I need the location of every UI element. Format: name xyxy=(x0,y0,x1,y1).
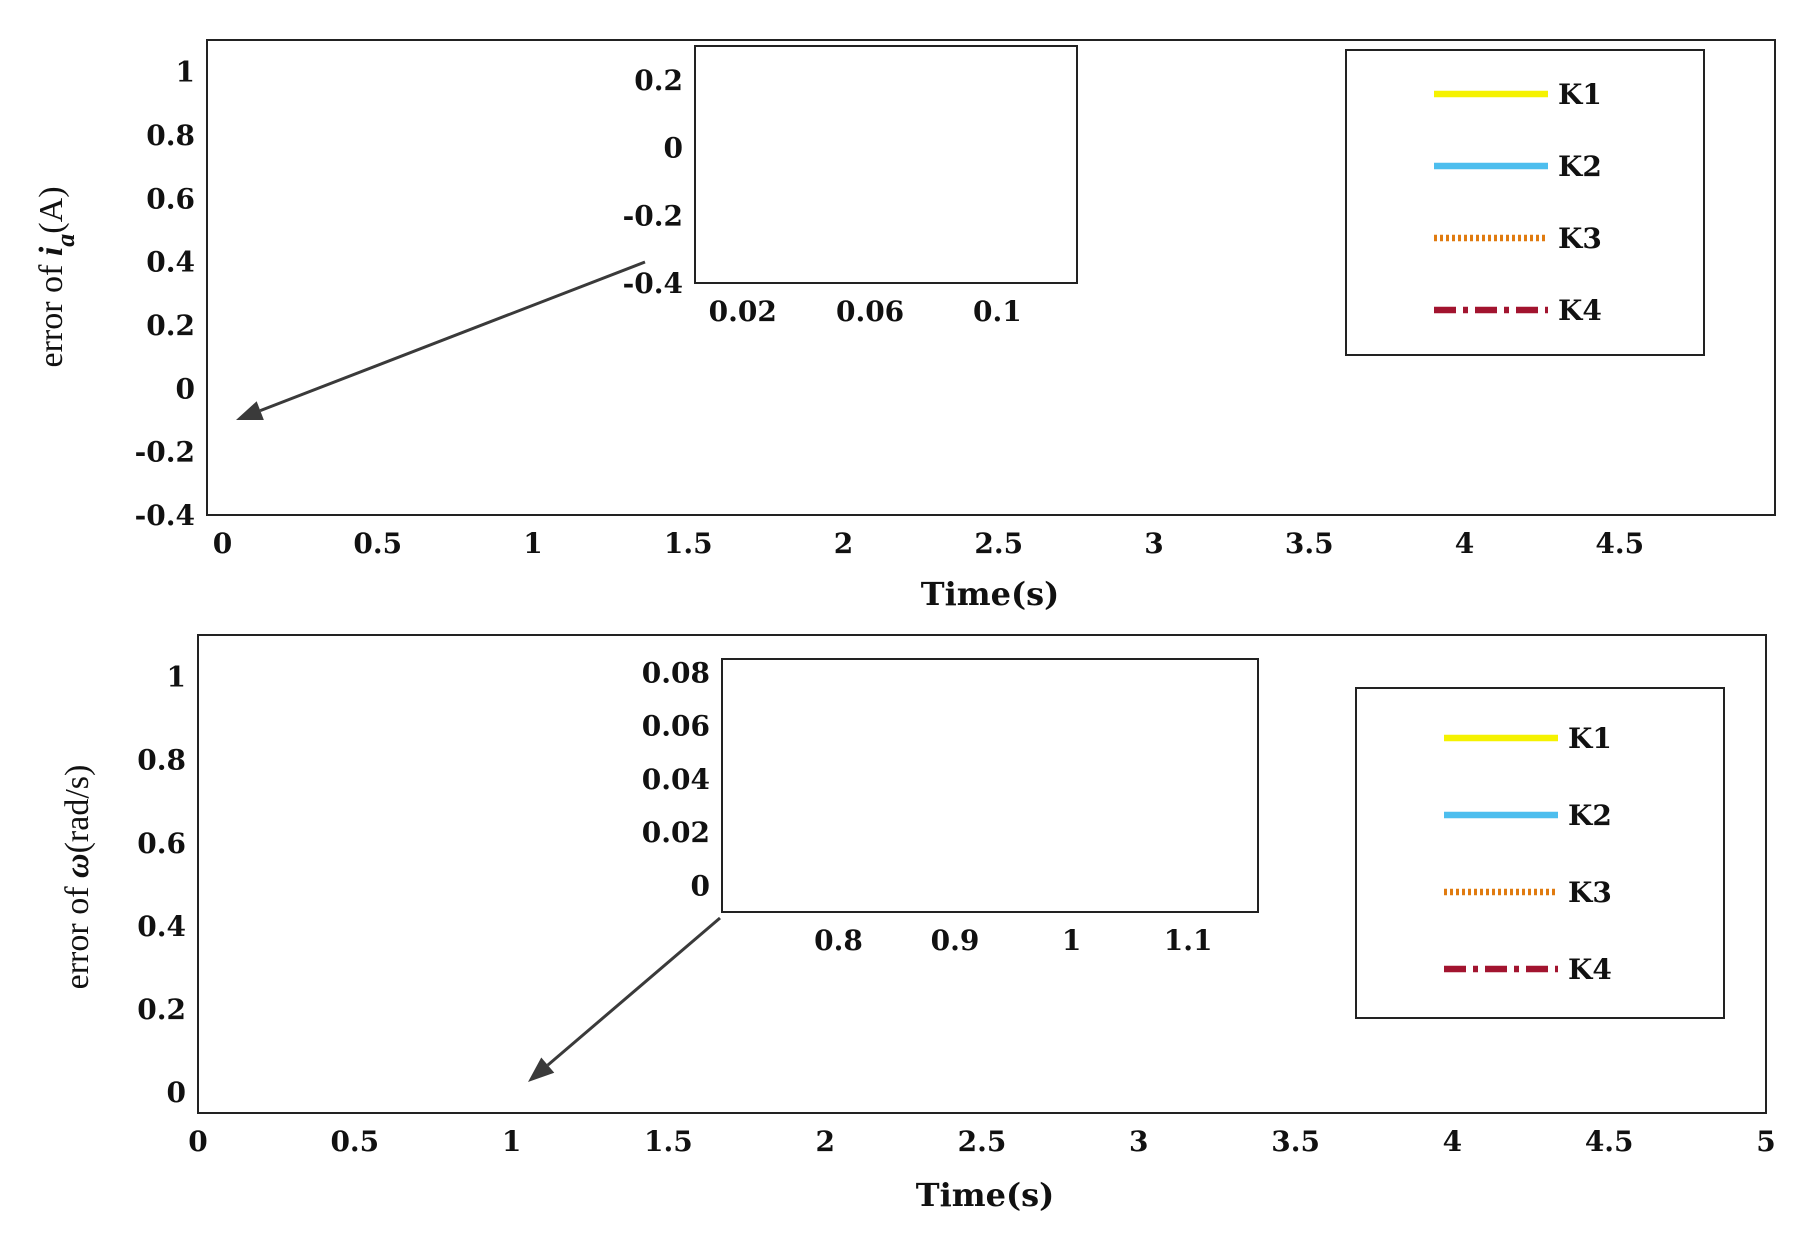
top_inset-frame xyxy=(694,45,1078,284)
bottom-xtick-label-6: 3 xyxy=(1129,1125,1148,1158)
top-y-label-var: i xyxy=(33,246,70,256)
bottom_inset-xtick-label-1: 0.9 xyxy=(931,924,980,957)
chart-layer: 0 0.5 1 1.5 2 2.5 3 3.5 4 4.5 -0.4 -0.2 0 0.2 0.4 0.6 0.… xyxy=(33,39,1776,1214)
top-legend-label-k1: K1 xyxy=(1558,78,1602,111)
top-ytick-label-5: 0.6 xyxy=(146,182,195,215)
top_inset-ytick-label-3: 0.2 xyxy=(634,64,683,97)
bottom-legend-label-k1: K1 xyxy=(1568,722,1612,755)
top-y-axis-label: error of ia(A) xyxy=(33,186,80,367)
bottom_inset-frame xyxy=(721,658,1259,913)
top-ytick-label-4: 0.4 xyxy=(146,246,195,279)
bottom-xtick-label-2: 1 xyxy=(502,1125,521,1158)
top-zoom-arrow-head xyxy=(236,401,264,420)
top-x-axis-label: Time(s) xyxy=(921,575,1059,613)
bottom-zoom-arrow xyxy=(528,916,721,1082)
bottom-legend-label-k2: K2 xyxy=(1568,799,1612,832)
bottom-xtick-label-1: 0.5 xyxy=(330,1125,379,1158)
top-legend-label-k4: K4 xyxy=(1558,294,1602,327)
bottom_inset-ytick-label-1: 0.02 xyxy=(642,816,710,849)
bottom_inset-ytick-label-4: 0.08 xyxy=(642,656,710,689)
top-xtick-label-4: 2 xyxy=(834,527,853,560)
bottom-xtick-label-3: 1.5 xyxy=(644,1125,693,1158)
top_inset-ytick-label-1: -0.2 xyxy=(623,199,683,232)
top-ytick-label-1: -0.2 xyxy=(135,436,195,469)
bottom-y-axis-label: error of ω(rad/s) xyxy=(59,765,96,990)
bottom_inset-ytick-label-3: 0.06 xyxy=(642,710,710,743)
top_inset-xtick-label-2: 0.1 xyxy=(973,295,1022,328)
bottom-xtick-label-10: 5 xyxy=(1756,1125,1775,1158)
top-xtick-label-5: 2.5 xyxy=(974,527,1023,560)
bottom-zoom-arrow-head xyxy=(528,1057,555,1082)
top_inset-ytick-label-0: -0.4 xyxy=(623,267,683,300)
top-legend-label-k3: K3 xyxy=(1558,222,1602,255)
top-y-label-sub: a xyxy=(51,234,80,247)
bottom-xtick-label-4: 2 xyxy=(815,1125,834,1158)
bottom-ytick-label-1: 0.2 xyxy=(137,993,186,1026)
bottom-xtick-label-9: 4.5 xyxy=(1585,1125,1634,1158)
bottom_inset-xtick-label-3: 1.1 xyxy=(1164,924,1213,957)
top_inset-xtick-label-0: 0.02 xyxy=(709,295,777,328)
bottom-y-label-prefix: error of xyxy=(59,878,96,989)
bottom_inset-ytick-label-0: 0 xyxy=(691,869,710,902)
top-ytick-label-3: 0.2 xyxy=(146,309,195,342)
bottom_inset-xtick-label-2: 1 xyxy=(1062,924,1081,957)
top_inset-xtick-label-1: 0.06 xyxy=(836,295,904,328)
top-ytick-label-2: 0 xyxy=(176,372,195,405)
bottom-y-label-var: ω xyxy=(59,853,96,878)
top-ytick-label-6: 0.8 xyxy=(146,119,195,152)
top-xtick-label-3: 1.5 xyxy=(664,527,713,560)
top-y-label-unit: (A) xyxy=(33,186,70,233)
top-legend-box xyxy=(1345,49,1705,356)
bottom-xtick-label-0: 0 xyxy=(188,1125,207,1158)
bottom-xtick-label-8: 4 xyxy=(1443,1125,1462,1158)
top-ytick-label-0: -0.4 xyxy=(135,499,195,532)
top-ytick-label-7: 1 xyxy=(176,56,195,89)
bottom-ytick-label-4: 0.8 xyxy=(137,744,186,777)
top-xtick-label-2: 1 xyxy=(523,527,542,560)
bottom-legend: K1 K2 K3 K4 xyxy=(1355,687,1725,1019)
bottom-legend-box xyxy=(1355,687,1725,1019)
bottom-x-axis-label: Time(s) xyxy=(916,1176,1054,1214)
bottom-ytick-label-5: 1 xyxy=(167,661,186,694)
bottom-xtick-label-7: 3.5 xyxy=(1271,1125,1320,1158)
bottom-legend-label-k3: K3 xyxy=(1568,876,1612,909)
top-xtick-label-0: 0 xyxy=(213,527,232,560)
bottom-ytick-label-3: 0.6 xyxy=(137,827,186,860)
top-xtick-label-7: 3.5 xyxy=(1285,527,1334,560)
top-legend: K1 K2 K3 K4 xyxy=(1345,49,1705,356)
bottom-ytick-label-2: 0.4 xyxy=(137,910,186,943)
bottom-ytick-label-0: 0 xyxy=(167,1076,186,1109)
top-y-label-prefix: error of xyxy=(33,256,70,367)
top-xtick-label-8: 4 xyxy=(1455,527,1474,560)
bottom_inset-ytick-label-2: 0.04 xyxy=(642,763,710,796)
top-zoom-arrow-shaft xyxy=(259,260,646,413)
top_inset-ytick-label-2: 0 xyxy=(664,132,683,165)
top-xtick-label-9: 4.5 xyxy=(1595,527,1644,560)
bottom-zoom-arrow-shaft xyxy=(546,916,721,1067)
bottom-xtick-label-5: 2.5 xyxy=(958,1125,1007,1158)
bottom-legend-label-k4: K4 xyxy=(1568,953,1612,986)
top-xtick-label-1: 0.5 xyxy=(353,527,402,560)
top-zoom-arrow xyxy=(236,260,646,420)
top-legend-label-k2: K2 xyxy=(1558,150,1602,183)
bottom_inset-xtick-label-0: 0.8 xyxy=(814,924,863,957)
bottom-y-label-unit: (rad/s) xyxy=(59,765,96,854)
top-xtick-label-6: 3 xyxy=(1144,527,1163,560)
